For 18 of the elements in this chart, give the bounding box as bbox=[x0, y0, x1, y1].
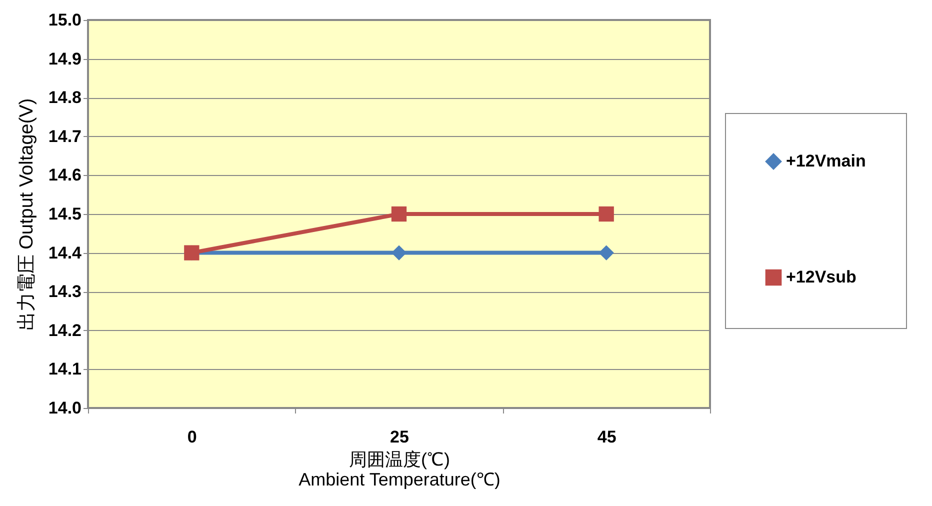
legend-label: +12Vsub bbox=[786, 268, 856, 286]
legend-label: +12Vmain bbox=[786, 152, 866, 170]
y-tick-label: 14.8 bbox=[48, 88, 82, 108]
y-tick-label: 14.3 bbox=[48, 282, 82, 302]
y-tick-label: 14.2 bbox=[48, 320, 82, 340]
x-tick-label: 0 bbox=[187, 428, 197, 446]
y-tick-label: 14.9 bbox=[48, 49, 82, 68]
y-tick-label: 14.4 bbox=[48, 243, 82, 262]
y-tick-label: 14.1 bbox=[48, 360, 82, 379]
x-axis-title: 周囲温度(℃) Ambient Temperature(℃) bbox=[298, 450, 500, 490]
y-tick-label: 14.0 bbox=[48, 398, 82, 418]
y-tick-label: 15.0 bbox=[48, 10, 82, 30]
y-tick-label: 14.5 bbox=[48, 204, 82, 224]
x-tick-label: 25 bbox=[390, 428, 409, 446]
y-tick-label: 14.6 bbox=[48, 166, 82, 185]
x-tick-label: 45 bbox=[597, 428, 616, 446]
y-tick-label: 14.7 bbox=[48, 126, 82, 146]
y-axis-title: 出力電圧 Output Voltage(V) bbox=[16, 98, 38, 331]
